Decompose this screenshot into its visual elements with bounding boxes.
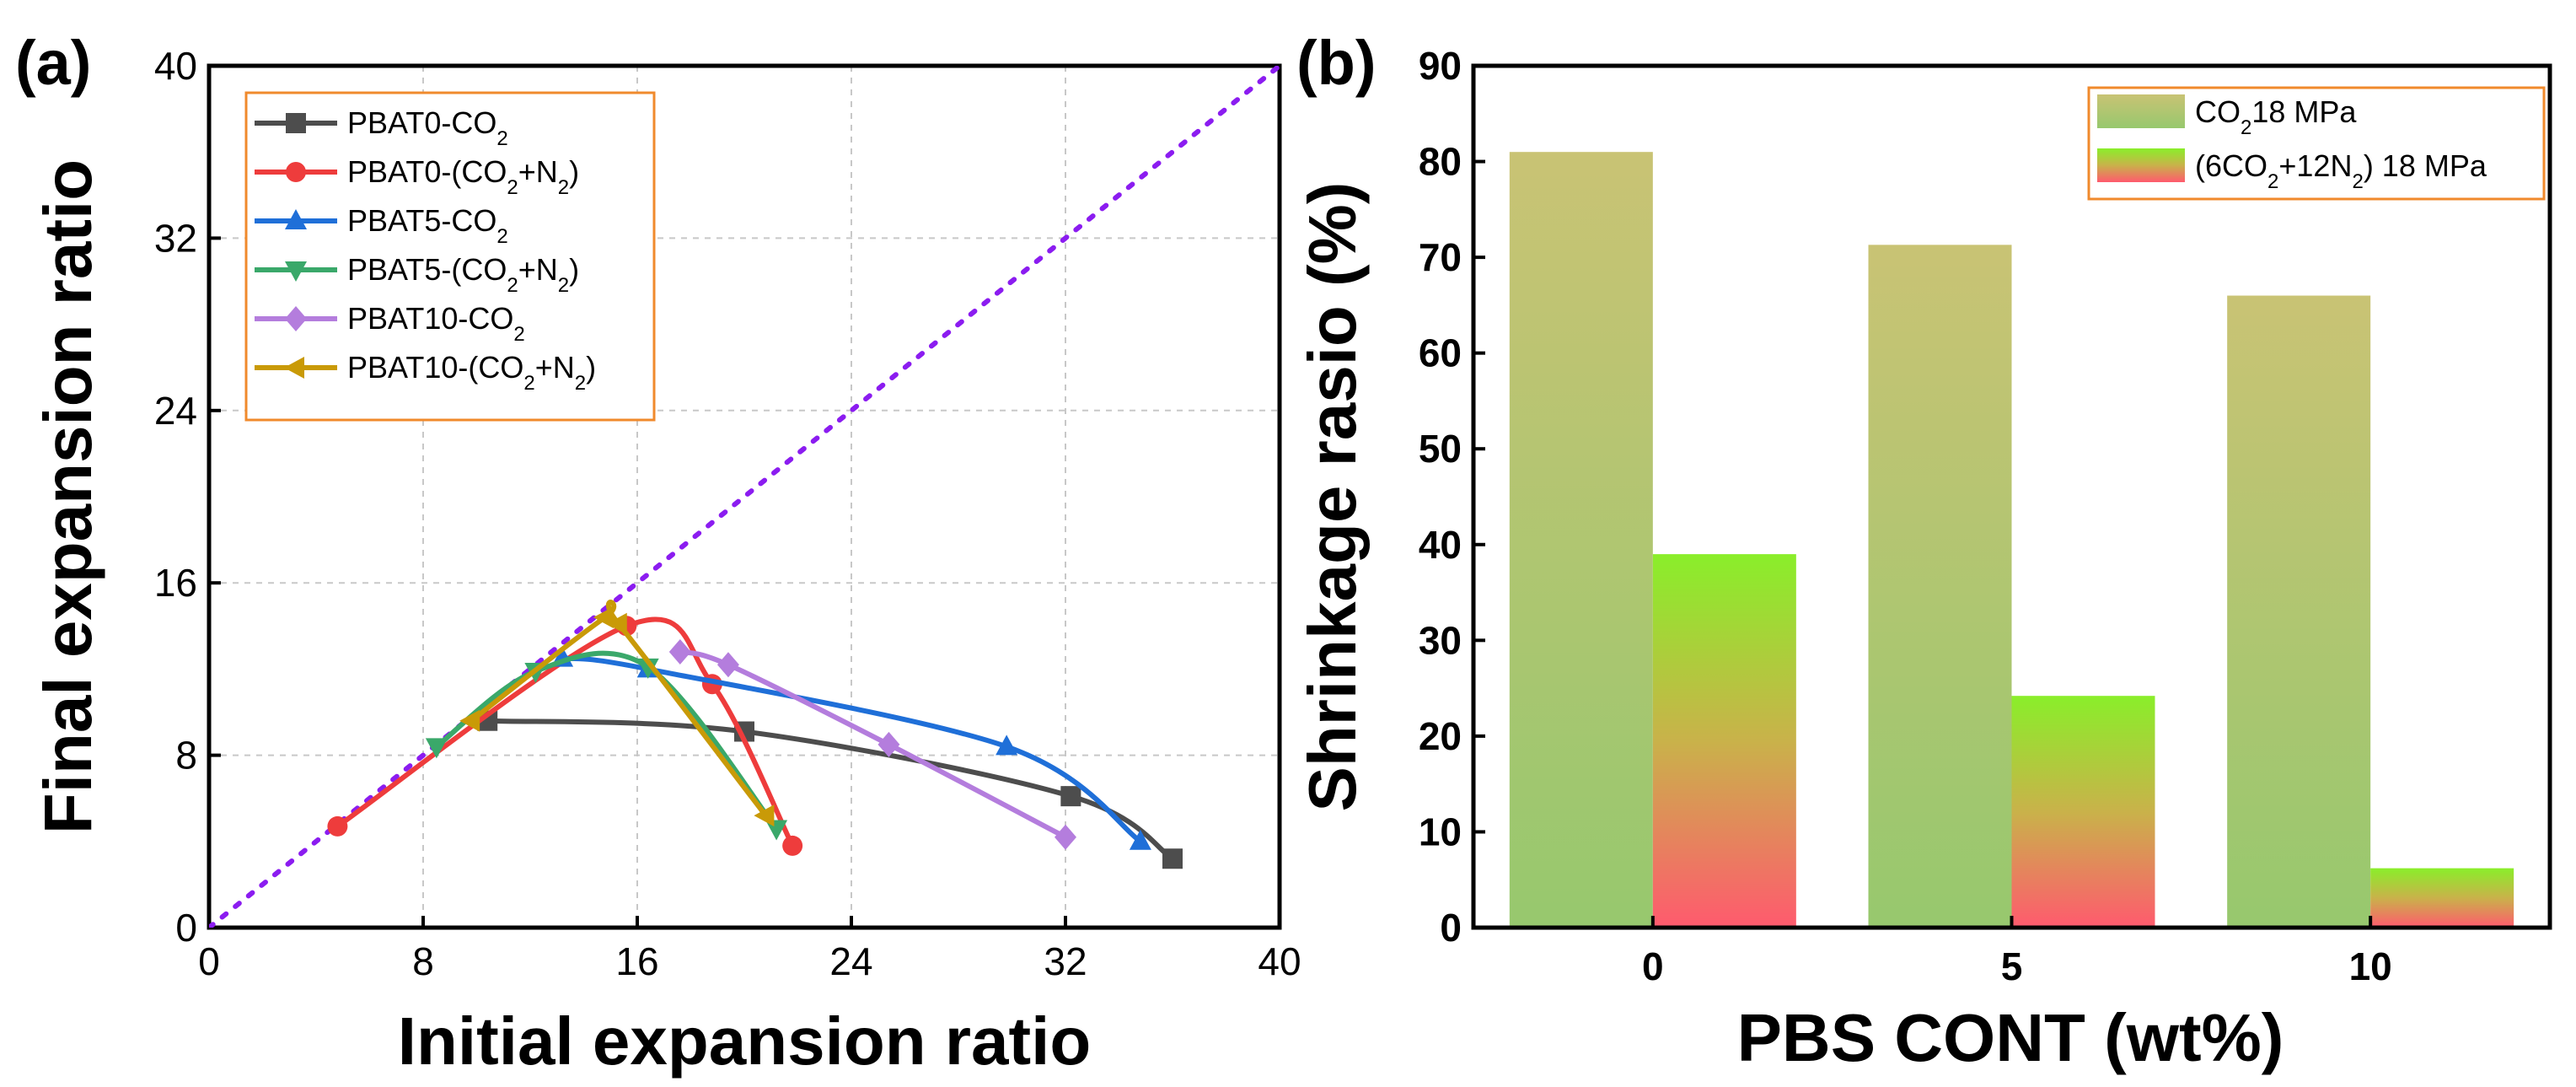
data-point [1060, 786, 1081, 807]
data-point [636, 658, 659, 679]
bar-(6CO2+12N2) 18 MPa-0 [1652, 554, 1796, 928]
legend-entry-PBAT0-CO2: PBAT0-CO2 [255, 105, 508, 150]
series-line [470, 600, 768, 817]
panel-b-legend: CO218 MPa (6CO2+12N2) 18 MPa [2087, 86, 2546, 201]
data-point [782, 835, 803, 856]
data-point [754, 804, 775, 827]
legend-label: (6CO2+12N2) 18 MPa [2195, 148, 2487, 193]
panel-a-y-axis-title: Final expansion ratio [30, 159, 105, 834]
panel-b-ticks: 0 5 10 0 10 20 30 40 50 60 70 80 90 [1419, 44, 2392, 988]
data-point [593, 606, 614, 629]
panel-b-x-axis-title: PBS CONT (wt%) [1737, 1000, 2284, 1075]
panel-a-line-chart: (a) 0 8 16 24 32 40 0 8 16 24 32 40 Initial expansi… [15, 28, 1301, 1079]
legend-marker [285, 209, 307, 229]
legend-label: PBAT5-(CO2+N2) [347, 252, 579, 297]
panel-a-label: (a) [15, 28, 91, 98]
y-tick-label: 40 [1419, 523, 1462, 567]
legend-entry-PBAT5-CO2: PBAT5-CO2 [255, 203, 508, 248]
panel-a-reference-line [209, 66, 1280, 928]
data-point [716, 652, 739, 678]
y-tick-label: 8 [175, 734, 197, 778]
bar-(6CO2+12N2) 18 MPa-5 [2011, 696, 2155, 928]
legend-entry-(6CO2+12N2) 18 MPa: (6CO2+12N2) 18 MPa [2097, 148, 2487, 193]
y-tick-label: 80 [1419, 140, 1462, 184]
y-tick-label: 0 [175, 906, 197, 950]
legend-label: PBAT10-(CO2+N2) [347, 350, 596, 395]
series-line [435, 650, 779, 831]
legend-swatch [2097, 148, 2185, 182]
y-tick-label: 32 [154, 216, 197, 260]
y-tick-label: 50 [1419, 427, 1462, 471]
y-tick-label: 30 [1419, 618, 1462, 662]
legend-entry-PBAT10-CO2: PBAT10-CO2 [255, 301, 525, 346]
legend-marker [285, 306, 307, 331]
x-tick-label: 8 [412, 939, 434, 983]
legend-entry-PBAT5-(CO2+N2): PBAT5-(CO2+N2) [255, 252, 579, 297]
series-PBAT10-CO2 [668, 638, 1076, 850]
bar-CO2 18 MPa-10 [2227, 295, 2371, 928]
data-point [765, 820, 788, 841]
legend-marker [284, 357, 304, 379]
legend-label: PBAT5-CO2 [347, 203, 508, 248]
legend-label: PBAT10-CO2 [347, 301, 525, 346]
x-tick-label: 0 [198, 939, 220, 983]
panel-a-ticks: 0 8 16 24 32 40 0 8 16 24 32 40 [154, 44, 1301, 983]
y-tick-label: 70 [1419, 235, 1462, 279]
y-tick-label: 0 [1440, 906, 1462, 950]
panel-a-legend: PBAT0-CO2PBAT0-(CO2+N2)PBAT5-CO2PBAT5-(C… [244, 91, 656, 422]
panel-a-x-axis-title: Initial expansion ratio [398, 1004, 1091, 1079]
data-point [1129, 829, 1151, 850]
y-tick-label: 60 [1419, 331, 1462, 375]
series-PBAT5-(CO2+N2) [425, 650, 788, 841]
legend-label: CO218 MPa [2195, 94, 2357, 139]
x-tick-label: 5 [2001, 944, 2023, 988]
legend-marker [286, 113, 306, 133]
legend-entry-PBAT0-(CO2+N2): PBAT0-(CO2+N2) [255, 154, 579, 199]
legend-marker [286, 162, 306, 182]
series-line [561, 655, 1142, 844]
y-tick-label: 10 [1419, 810, 1462, 853]
x-tick-label: 40 [1258, 939, 1301, 983]
data-point [1162, 848, 1183, 869]
legend-label: PBAT0-(CO2+N2) [347, 154, 579, 199]
y-tick-label: 16 [154, 561, 197, 605]
panel-b-bars [1509, 152, 2514, 928]
panel-a-series [327, 600, 1183, 869]
series-line [679, 649, 1067, 840]
x-tick-label: 0 [1642, 944, 1664, 988]
y-tick-label: 40 [154, 44, 197, 88]
y-tick-label: 90 [1419, 44, 1462, 88]
data-point [668, 638, 691, 665]
legend-swatch [2097, 94, 2185, 128]
data-point [1055, 824, 1076, 850]
legend-marker [285, 261, 307, 282]
panel-b-bar-chart: (b) 0 5 10 0 10 20 30 40 50 60 70 80 90 PBS CONT (wt… [1295, 28, 2552, 1075]
legend-entry-CO2 18 MPa: CO218 MPa [2097, 94, 2357, 139]
series-PBAT10-(CO2+N2) [459, 600, 775, 827]
x-tick-label: 10 [2349, 944, 2392, 988]
data-point [425, 738, 448, 759]
panel-a-frame [207, 63, 1282, 930]
x-tick-label: 24 [829, 939, 872, 983]
bar-CO2 18 MPa-5 [1868, 245, 2012, 928]
y-tick-label: 24 [154, 389, 197, 433]
series-PBAT0-CO2 [477, 710, 1183, 869]
legend-entry-PBAT10-(CO2+N2): PBAT10-(CO2+N2) [255, 350, 596, 395]
legend-label: PBAT0-CO2 [347, 105, 508, 150]
bar-(6CO2+12N2) 18 MPa-10 [2370, 868, 2514, 928]
data-point [606, 612, 627, 635]
series-line [487, 718, 1174, 861]
data-point [996, 735, 1018, 756]
bar-CO2 18 MPa-0 [1509, 152, 1653, 928]
reference-line-y-equals-x [209, 66, 1280, 928]
data-point [459, 709, 480, 732]
panel-b-label: (b) [1296, 28, 1377, 98]
x-tick-label: 16 [615, 939, 658, 983]
x-tick-label: 32 [1044, 939, 1087, 983]
data-point [327, 815, 348, 837]
panel-b-y-axis-title: Shrinkage rasio (%) [1295, 182, 1370, 812]
data-point [877, 731, 900, 757]
y-tick-label: 20 [1419, 714, 1462, 758]
